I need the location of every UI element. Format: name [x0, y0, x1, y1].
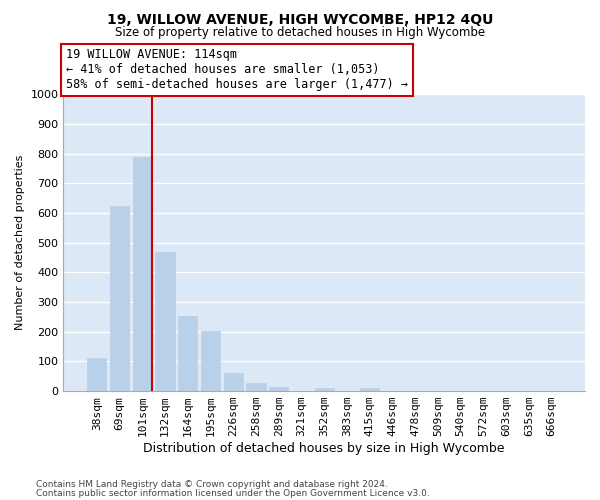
Text: Size of property relative to detached houses in High Wycombe: Size of property relative to detached ho…: [115, 26, 485, 39]
Text: 19, WILLOW AVENUE, HIGH WYCOMBE, HP12 4QU: 19, WILLOW AVENUE, HIGH WYCOMBE, HP12 4Q…: [107, 12, 493, 26]
Text: 19 WILLOW AVENUE: 114sqm
← 41% of detached houses are smaller (1,053)
58% of sem: 19 WILLOW AVENUE: 114sqm ← 41% of detach…: [66, 48, 408, 92]
Bar: [201, 331, 220, 391]
Bar: [314, 388, 334, 391]
Bar: [224, 372, 243, 391]
Bar: [360, 388, 379, 391]
Bar: [110, 206, 129, 391]
X-axis label: Distribution of detached houses by size in High Wycombe: Distribution of detached houses by size …: [143, 442, 505, 455]
Y-axis label: Number of detached properties: Number of detached properties: [15, 155, 25, 330]
Bar: [178, 316, 197, 391]
Bar: [155, 252, 175, 391]
Bar: [247, 383, 266, 391]
Text: Contains public sector information licensed under the Open Government Licence v3: Contains public sector information licen…: [36, 490, 430, 498]
Text: Contains HM Land Registry data © Crown copyright and database right 2024.: Contains HM Land Registry data © Crown c…: [36, 480, 388, 489]
Bar: [269, 386, 289, 391]
Bar: [87, 358, 106, 391]
Bar: [133, 156, 152, 391]
